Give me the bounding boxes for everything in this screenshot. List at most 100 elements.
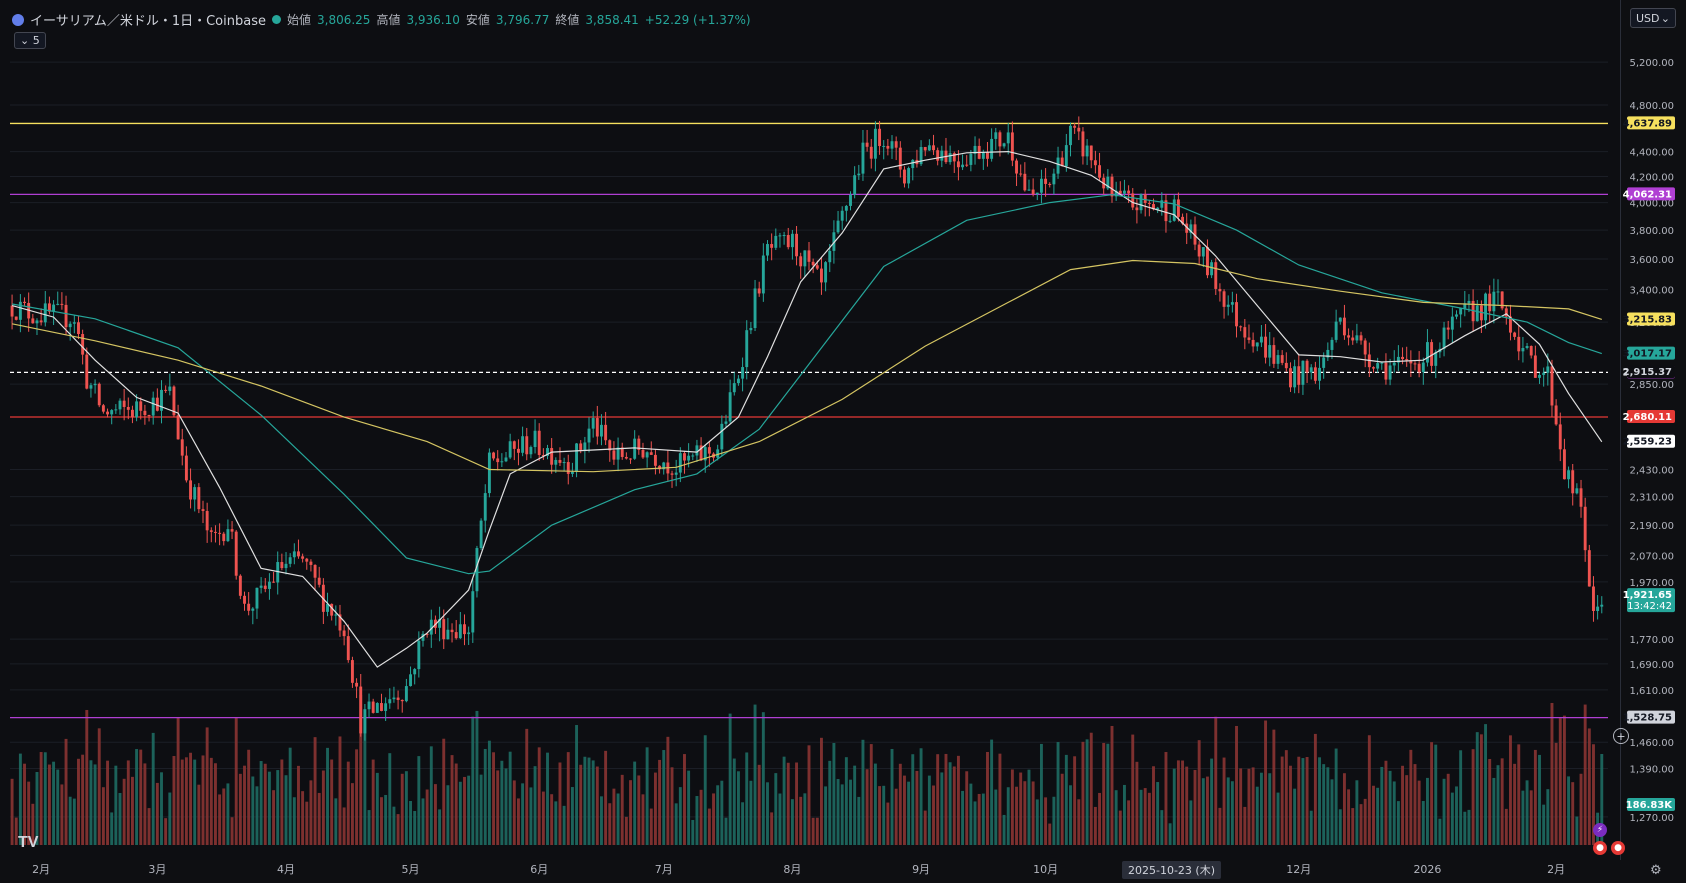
volume-bar [284,775,288,845]
candle-body [139,401,143,411]
volume-bar [1039,743,1043,845]
volume-bar [487,740,491,845]
candle-body [1546,366,1550,373]
plot-area[interactable] [0,0,1621,860]
volume-bar [529,787,533,845]
candle-body [1562,449,1566,480]
candle-body [184,455,188,481]
candle-body [429,619,433,635]
volume-bar [1243,806,1247,845]
gear-icon[interactable]: ⚙ [1650,863,1662,878]
candle-body [1533,355,1537,378]
candle-body [346,636,350,661]
volume-bar [39,752,43,845]
volume-bar [575,725,579,845]
volume-bar [1135,761,1139,845]
candle-body [81,334,85,355]
candle-body [1396,356,1400,363]
volume-bar [790,799,794,845]
volume-bar [1239,768,1243,845]
volume-bar [1529,790,1533,845]
candle-body [1392,362,1396,366]
price-tag-label: 4,062.31 [1623,189,1672,200]
volume-bar [35,771,39,845]
moving-average-line [11,150,1603,668]
volume-bar [799,796,803,845]
candle-body [1226,304,1230,307]
volume-bar [1467,809,1471,845]
candle-body [670,473,674,475]
volume-bar [479,774,483,845]
candle-body [487,452,491,494]
candle-body [292,551,296,558]
volume-bar [986,751,989,845]
volume-bar [1093,806,1097,845]
candle-body [72,322,76,324]
candle-body [869,146,873,159]
event-flag-icon[interactable]: ● [1611,841,1625,855]
volume-bar [1297,756,1301,845]
volume-bar [649,808,653,845]
candle-body [882,145,886,147]
volume-bar [1396,801,1400,845]
candle-body [678,453,682,473]
volume-bar [1259,772,1263,845]
volume-bar [77,758,80,845]
tradingview-logo[interactable]: TV [18,834,39,851]
y-tick-label: 2,850.00 [1629,380,1674,391]
volume-bar [81,754,85,845]
volume-bar [14,817,18,845]
candle-body [1496,291,1500,293]
candle-body [189,480,193,500]
candle-body [1218,288,1222,292]
volume-bar [1060,773,1064,845]
y-tick-label: 2,190.00 [1629,521,1674,532]
candle-body [1538,374,1541,378]
candle-body [1579,488,1583,507]
candle-body [1297,366,1301,385]
volume-bar [334,798,338,845]
symbol-legend: イーサリアム／米ドル・1日・Coinbase 始値 3,806.25 高値 3,93… [12,10,751,29]
candle-body [147,415,151,417]
volume-bar [1127,800,1131,845]
countdown-label: 13:42:42 [1627,601,1672,612]
volume-bar [1579,773,1583,845]
volume-bar [541,791,545,845]
volume-bar [882,785,886,845]
candle-body [1222,291,1226,307]
volume-bar [184,757,188,845]
price-tag-label: 2,915.37 [1623,367,1672,378]
candle-body [878,128,882,147]
volume-bar [1509,735,1512,845]
x-tick-label: 2月 [32,863,50,876]
price-tag [1627,588,1675,613]
candle-body [1023,173,1027,191]
volume-bar [1338,809,1342,845]
volume-bar [1015,786,1018,845]
candle-body [126,406,130,410]
open-value: 3,806.25 [317,12,371,27]
lightning-icon[interactable]: ⚡ [1593,823,1607,837]
candle-body [649,452,653,455]
indicator-collapse-button[interactable]: ⌄ 5 [14,32,46,49]
candle-body [587,428,591,443]
candle-body [786,235,790,248]
symbol-title[interactable]: イーサリアム／米ドル・1日・Coinbase [30,14,266,29]
volume-bar [898,763,902,845]
candle-body [624,456,628,459]
add-alert-button[interactable]: + [1613,728,1629,744]
volume-bar [844,757,848,845]
volume-bar [172,756,176,845]
currency-select[interactable]: USD ⌄ [1630,8,1676,28]
event-flag-icon[interactable]: ● [1593,841,1607,855]
volume-bar [135,749,139,845]
volume-bar [566,752,570,845]
candle-body [770,244,774,248]
volume-bar [1558,718,1562,845]
volume-bar [218,794,222,845]
volume-bar [400,773,404,845]
high-label: 高値 [376,13,401,27]
candle-body [367,701,371,710]
